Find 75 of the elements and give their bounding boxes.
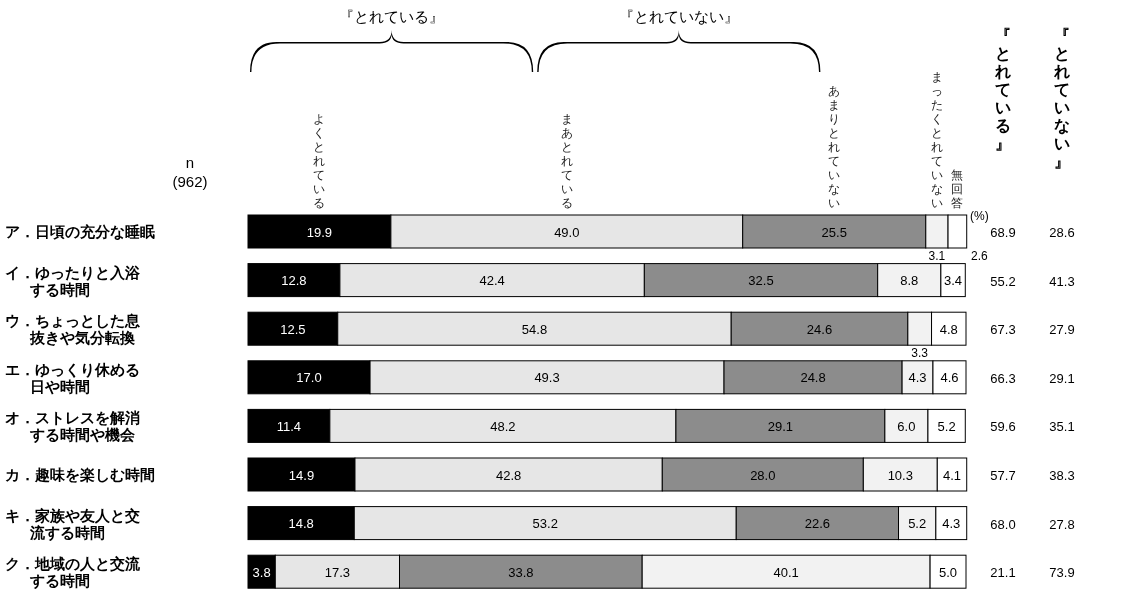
series-label: よくとれている xyxy=(313,112,326,210)
data-label: 5.0 xyxy=(939,564,958,580)
data-label: 24.6 xyxy=(806,321,833,337)
text: 55.2 xyxy=(990,273,1016,289)
text: 27.8 xyxy=(1049,516,1075,532)
data-label: 17.3 xyxy=(324,564,351,580)
text: 35.1 xyxy=(1049,419,1075,435)
data-label: 48.2 xyxy=(490,418,516,434)
data-label: 3.4 xyxy=(944,273,963,289)
y-tick-label: ク．地域の人と交流する時間 xyxy=(5,555,141,591)
text: 41.3 xyxy=(1049,273,1075,289)
data-label: 42.4 xyxy=(479,273,505,289)
text: n (962) xyxy=(172,154,208,190)
y-tick-label: ウ．ちょっとした息抜きや気分転換 xyxy=(5,312,141,347)
data-label: 32.5 xyxy=(748,273,774,289)
data-label: 25.5 xyxy=(821,224,847,240)
y-tick-label: イ．ゆったりと入浴する時間 xyxy=(5,263,141,299)
y-tick-label: エ．ゆっくり休める日や時間 xyxy=(5,360,140,395)
text: 66.3 xyxy=(990,370,1016,386)
text: 『とれている』 xyxy=(339,8,445,25)
data-label: 12.8 xyxy=(281,273,307,289)
data-label: 5.2 xyxy=(908,516,927,532)
data-label: 22.6 xyxy=(804,516,831,532)
text: 68.0 xyxy=(990,516,1016,532)
data-label: 53.2 xyxy=(532,516,558,532)
data-label: 3.3 xyxy=(911,346,929,361)
series-label: 無回答 xyxy=(951,168,964,210)
data-label: 10.3 xyxy=(887,467,913,483)
y-tick-label: オ．ストレスを解消する時間や機会 xyxy=(5,409,140,445)
data-label: 4.3 xyxy=(908,370,927,386)
data-label: 54.8 xyxy=(521,321,548,337)
text: 73.9 xyxy=(1049,565,1075,581)
text: 『とれている』 xyxy=(994,27,1011,152)
data-label: 4.6 xyxy=(940,370,959,386)
data-label: 2.6 xyxy=(971,249,989,263)
data-label: 11.4 xyxy=(276,418,302,434)
text: 21.1 xyxy=(990,565,1016,581)
text: 27.9 xyxy=(1049,322,1075,338)
data-label: 40.1 xyxy=(773,564,799,580)
data-label: 33.8 xyxy=(508,564,534,580)
text: 67.3 xyxy=(990,322,1016,338)
data-label: 4.1 xyxy=(942,467,962,483)
y-tick-label: カ．趣味を楽しむ時間 xyxy=(5,466,155,483)
data-label: 3.1 xyxy=(928,249,946,263)
data-label: 4.3 xyxy=(942,516,961,532)
data-label: 8.8 xyxy=(900,273,919,289)
data-label: 42.8 xyxy=(495,467,522,483)
text: まったくとれていない xyxy=(930,70,943,210)
data-label: 6.0 xyxy=(897,418,916,434)
data-label: 49.0 xyxy=(554,224,580,240)
text: 『とれていない』 xyxy=(618,8,739,25)
text: 38.3 xyxy=(1049,468,1075,483)
data-label: 24.8 xyxy=(800,370,826,386)
data-label: 4.8 xyxy=(939,321,958,337)
text: 68.9 xyxy=(990,225,1016,240)
data-label: 49.3 xyxy=(534,370,560,386)
data-label: 28.0 xyxy=(750,467,776,483)
y-tick-label: ア．日頃の充分な睡眠 xyxy=(5,223,155,240)
text: 『とれていない』 xyxy=(1053,27,1070,170)
data-label: 19.9 xyxy=(306,224,333,240)
y-tick-label: キ．家族や友人と交流する時間 xyxy=(5,506,140,542)
series-label: まあとれている xyxy=(560,112,573,210)
data-label: 17.0 xyxy=(296,370,322,386)
data-label: 14.8 xyxy=(288,516,314,532)
data-label: 5.2 xyxy=(937,418,956,434)
text: あまりとれていない xyxy=(828,84,841,210)
data-label: 12.5 xyxy=(280,321,306,337)
data-label: 3.8 xyxy=(252,564,271,580)
text: (%) xyxy=(970,209,989,223)
data-label: 14.9 xyxy=(288,467,315,483)
text: 29.1 xyxy=(1049,370,1075,386)
text: 28.6 xyxy=(1049,225,1075,240)
text: 59.6 xyxy=(990,419,1016,435)
data-label: 29.1 xyxy=(767,418,794,434)
text: 57.7 xyxy=(990,468,1016,483)
